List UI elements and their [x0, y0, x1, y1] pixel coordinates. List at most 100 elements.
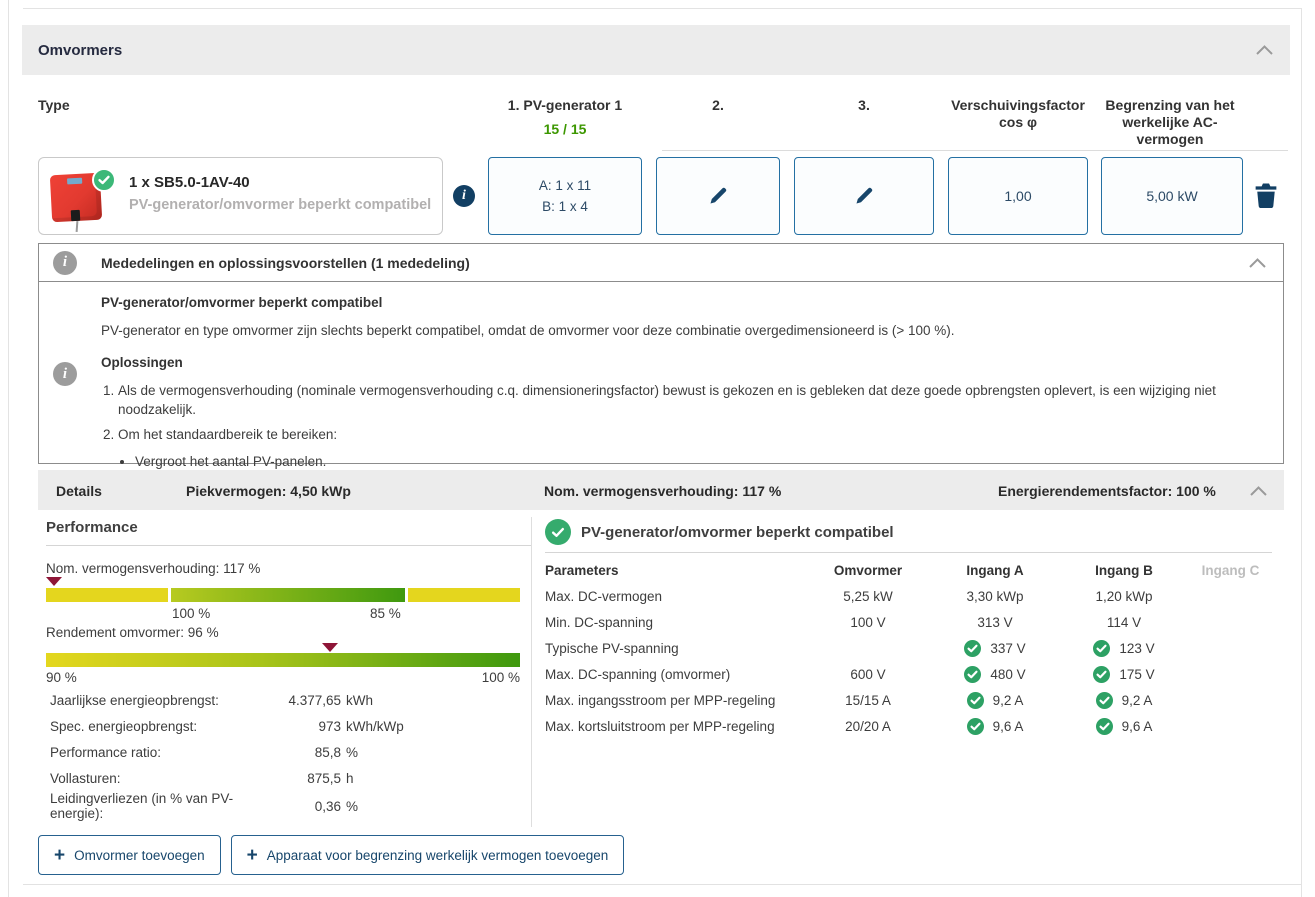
check-circle-icon [1093, 639, 1111, 657]
table-row: Typische PV-spanning 337 V 123 V [545, 635, 1272, 661]
stat-value: 875,5 [307, 770, 341, 786]
stat-unit: % [346, 798, 359, 814]
cos-phi-value: 1,00 [1004, 187, 1032, 204]
solutions-title: Oplossingen [101, 355, 183, 370]
panel-top-border [23, 8, 1301, 9]
column-divider [531, 517, 532, 827]
param-label: Typische PV-spanning [545, 640, 679, 656]
footer-actions: + Omvormer toevoegen + Apparaat voor beg… [38, 835, 625, 875]
param-ingang-b: 1,20 kWp [1095, 588, 1153, 604]
param-value: 480 V [990, 666, 1026, 682]
param-ingang-b: 9,2 A [1059, 691, 1189, 709]
parameters-table: Parameters Omvormer Ingang A Ingang B In… [545, 557, 1272, 739]
stat-label: Performance ratio: [50, 744, 162, 760]
chevron-up-icon[interactable] [1255, 44, 1274, 56]
solution-1-text: Als de vermogensverhouding (nominale ver… [118, 382, 1216, 418]
param-label: Min. DC-spanning [545, 614, 654, 630]
gauge1-tick-100: 100 % [172, 606, 211, 621]
param-ingang-a: 313 V [977, 614, 1013, 630]
chevron-up-icon[interactable] [1249, 485, 1268, 497]
omvormers-section: Omvormers Type 1. PV-generator 1 15 / 15… [22, 25, 1290, 885]
col-parameters: Parameters [545, 562, 619, 578]
solution-subitem: Vergroot het aantal PV-panelen. [135, 452, 1253, 472]
ac-limit-value-box[interactable]: 5,00 kW [1101, 157, 1243, 235]
param-omvormer: 20/20 A [845, 718, 891, 734]
table-row: Max. DC-vermogen 5,25 kW 3,30 kWp 1,20 k… [545, 583, 1272, 609]
stat-value: 85,8 [314, 744, 341, 760]
compatibility-title: PV-generator/omvormer beperkt compatibel [581, 524, 894, 541]
stat-row: Leidingverliezen (in % van PV-energie): … [46, 791, 528, 821]
stat-unit: % [346, 744, 359, 760]
stat-row: Jaarlijkse energieopbrengst: 4.377,65 kW… [46, 687, 528, 713]
pencil-icon [856, 187, 873, 204]
param-omvormer: 100 V [850, 614, 886, 630]
pv1-string-config-box[interactable]: A: 1 x 11 B: 1 x 4 [488, 157, 642, 235]
stat-value: 973 [318, 718, 341, 734]
messages-panel-header[interactable]: i Mededelingen en oplossingsvoorstellen … [39, 244, 1283, 282]
performance-stats: Jaarlijkse energieopbrengst: 4.377,65 kW… [46, 687, 528, 822]
gauge2-bar [46, 653, 520, 667]
stat-label: Leidingverliezen (in % van PV-energie): [50, 791, 234, 821]
solution-2a-text: Vergroot het aantal PV-panelen. [135, 454, 327, 469]
inverter-wire [75, 220, 79, 233]
param-label: Max. kortsluitstroom per MPP-regeling [545, 718, 775, 734]
pv3-edit-box[interactable] [794, 157, 934, 235]
column-header-underline [662, 150, 1288, 151]
chevron-up-icon[interactable] [1248, 257, 1267, 269]
table-row: Max. kortsluitstroom per MPP-regeling 20… [545, 713, 1272, 739]
sma-logo [66, 177, 83, 185]
info-icon[interactable]: i [453, 185, 475, 207]
stat-label: Spec. energieopbrengst: [50, 718, 198, 734]
check-circle-icon [545, 519, 571, 545]
gauge2-label: Rendement omvormer: 96 % [46, 625, 219, 640]
check-circle-icon [966, 691, 984, 709]
column-header-2: 2. [712, 97, 724, 113]
bottom-divider [23, 884, 1301, 885]
param-value: 123 V [1119, 640, 1155, 656]
stat-label: Vollasturen: [50, 770, 121, 786]
check-circle-icon [1095, 691, 1113, 709]
param-value: 9,2 A [992, 692, 1024, 708]
solution-2-text: Om het standaardbereik te bereiken: [118, 426, 338, 442]
pencil-icon [710, 187, 727, 204]
cos-phi-line2: cos φ [998, 114, 1038, 130]
messages-panel-body: i PV-generator/omvormer beperkt compatib… [39, 282, 1283, 495]
column-header-pv-generator-1: 1. PV-generator 1 15 / 15 [465, 97, 665, 138]
parameters-header-row: Parameters Omvormer Ingang A Ingang B In… [545, 557, 1272, 583]
gauge1-segment-yellow-right [408, 588, 520, 602]
inverter-card[interactable]: 1 x SB5.0-1AV-40 PV-generator/omvormer b… [38, 157, 443, 235]
energy-efficiency-factor: Energierendementsfactor: 100 % [998, 483, 1216, 499]
add-inverter-label: Omvormer toevoegen [74, 847, 205, 863]
cos-phi-value-box[interactable]: 1,00 [948, 157, 1088, 235]
gauge1-marker-icon [46, 577, 62, 586]
gauge2-tick-100: 100 % [481, 670, 520, 685]
table-row: Max. ingangsstroom per MPP-regeling 15/1… [545, 687, 1272, 713]
param-ingang-a: 9,6 A [931, 717, 1059, 735]
param-value: 9,6 A [992, 718, 1024, 734]
gauge2-tick-90: 90 % [46, 670, 77, 685]
section-header-omvormers[interactable]: Omvormers [22, 25, 1290, 75]
inverter-connector [70, 209, 81, 222]
check-circle-icon [964, 639, 982, 657]
info-icon: i [53, 362, 77, 386]
param-ingang-b: 175 V [1059, 665, 1189, 683]
ac-limit-value: 5,00 kW [1146, 187, 1198, 204]
col-ingang-a: Ingang A [966, 562, 1024, 578]
message-body-text: PV-generator en type omvormer zijn slech… [101, 322, 955, 338]
param-value: 9,2 A [1121, 692, 1153, 708]
param-label: Max. ingangsstroom per MPP-regeling [545, 692, 776, 708]
string-a: A: 1 x 11 [538, 178, 592, 193]
details-bar[interactable]: Details Piekvermogen: 4,50 kWp Nom. verm… [38, 470, 1284, 510]
pv2-edit-box[interactable] [656, 157, 780, 235]
trash-icon[interactable] [1254, 182, 1278, 209]
performance-underline [46, 545, 531, 546]
gauge2-marker-icon [322, 643, 338, 652]
add-power-limiter-label: Apparaat voor begrenzing werkelijk vermo… [266, 847, 609, 863]
add-inverter-button[interactable]: + Omvormer toevoegen [38, 835, 221, 875]
param-ingang-a: 337 V [931, 639, 1059, 657]
panel-left-border [8, 0, 9, 897]
performance-title: Performance [46, 519, 138, 536]
add-power-limiter-button[interactable]: + Apparaat voor begrenzing werkelijk ver… [230, 835, 625, 875]
messages-panel: i Mededelingen en oplossingsvoorstellen … [38, 243, 1284, 493]
table-row: Min. DC-spanning 100 V 313 V 114 V [545, 609, 1272, 635]
